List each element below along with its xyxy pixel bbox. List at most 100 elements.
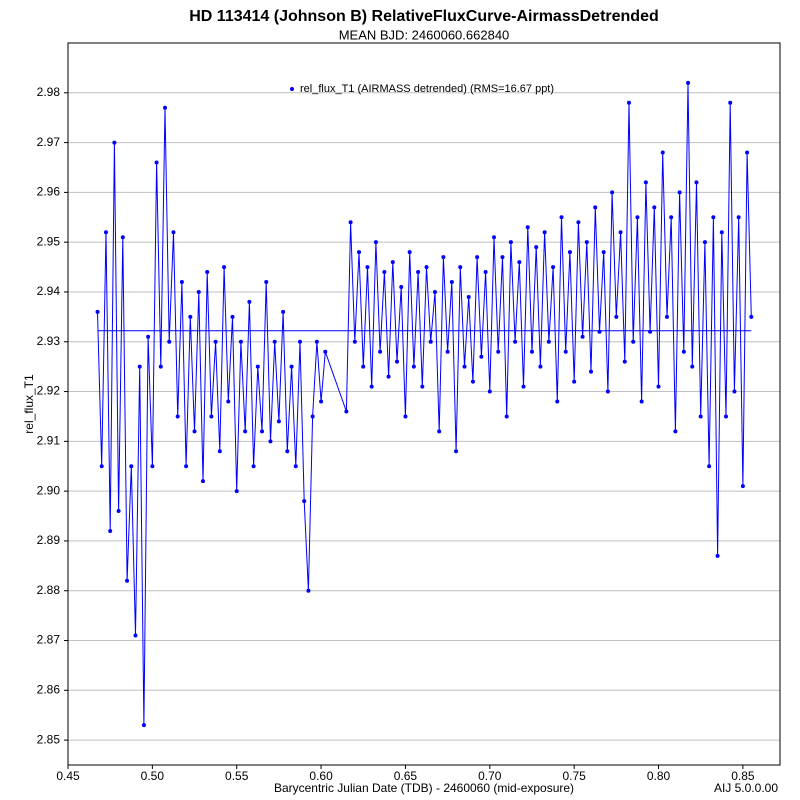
x-tick-label: 0.65 (394, 769, 418, 783)
data-point (719, 230, 724, 235)
data-point (209, 414, 214, 419)
data-point (141, 723, 146, 728)
data-point (458, 265, 463, 270)
data-point (399, 284, 404, 289)
data-point (260, 429, 265, 434)
footer: AIJ 5.0.0.00 (714, 781, 778, 795)
y-tick-label: 2.96 (37, 185, 61, 199)
data-point (572, 379, 577, 384)
data-point (508, 240, 513, 245)
data-point (669, 215, 674, 220)
data-point (567, 250, 572, 255)
data-point (289, 364, 294, 369)
y-tick-label: 2.93 (37, 334, 61, 348)
data-point (424, 265, 429, 270)
data-point (605, 389, 610, 394)
data-point (276, 419, 281, 424)
data-point (179, 280, 184, 285)
legend-label: rel_flux_T1 (AIRMASS detrended) (RMS=16.… (300, 83, 554, 95)
data-point (551, 265, 556, 270)
x-tick-label: 0.45 (56, 769, 80, 783)
data-point (724, 414, 729, 419)
y-tick-label: 2.86 (37, 682, 61, 696)
data-point (297, 339, 302, 344)
data-point (344, 409, 349, 414)
data-point (420, 384, 425, 389)
data-point (614, 314, 619, 319)
data-point (428, 339, 433, 344)
data-point (188, 314, 193, 319)
data-point (677, 190, 682, 195)
data-point (631, 339, 636, 344)
y-tick-label: 2.87 (37, 633, 61, 647)
data-point (466, 294, 471, 299)
data-point (479, 354, 484, 359)
y-tick-label: 2.90 (37, 483, 61, 497)
y-tick-label: 2.94 (37, 284, 61, 298)
data-point (745, 150, 750, 155)
data-point (99, 464, 104, 469)
data-point (268, 439, 273, 444)
data-point (222, 265, 227, 270)
data-point (306, 588, 311, 593)
data-point (255, 364, 260, 369)
x-tick-label: 0.60 (309, 769, 333, 783)
data-point (213, 339, 218, 344)
data-point (285, 449, 290, 454)
data-point (601, 250, 606, 255)
data-point (635, 215, 640, 220)
data-point (386, 374, 391, 379)
data-point (686, 80, 691, 85)
data-point (470, 379, 475, 384)
data-point (390, 260, 395, 265)
data-point (112, 140, 117, 145)
data-point (192, 429, 197, 434)
data-point (264, 280, 269, 285)
y-tick-label: 2.88 (37, 583, 61, 597)
data-point (302, 499, 307, 504)
data-point (593, 205, 598, 210)
chart-subtitle: MEAN BJD: 2460060.662840 (339, 27, 510, 42)
data-point (656, 384, 661, 389)
data-point (234, 489, 239, 494)
data-point (711, 215, 716, 220)
data-point (626, 100, 631, 105)
data-point (681, 349, 686, 354)
data-point (673, 429, 678, 434)
data-point (407, 250, 412, 255)
data-point (694, 180, 699, 185)
data-point (373, 240, 378, 245)
data-point (108, 528, 113, 533)
data-point (513, 339, 518, 344)
data-point (648, 329, 653, 334)
data-point (348, 220, 353, 225)
data-point (251, 464, 256, 469)
data-point (500, 255, 505, 260)
data-point (184, 464, 189, 469)
data-point (226, 399, 231, 404)
data-point (129, 464, 134, 469)
data-point (146, 334, 151, 339)
data-point (205, 270, 210, 275)
data-point (728, 100, 733, 105)
x-tick-label: 0.85 (731, 769, 755, 783)
data-point (597, 329, 602, 334)
data-point (496, 349, 501, 354)
data-point (411, 364, 416, 369)
y-tick-label: 2.95 (37, 234, 61, 248)
data-point (120, 235, 125, 240)
data-point (559, 215, 564, 220)
data-point (163, 105, 168, 110)
data-point (483, 270, 488, 275)
data-point (167, 339, 172, 344)
data-point (310, 414, 315, 419)
data-point (475, 255, 480, 260)
data-point (449, 280, 454, 285)
data-point (365, 265, 370, 270)
y-tick-label: 2.98 (37, 85, 61, 99)
data-point (521, 384, 526, 389)
data-point (103, 230, 108, 235)
y-axis-label: rel_flux_T1 (22, 374, 36, 434)
data-point (707, 464, 712, 469)
